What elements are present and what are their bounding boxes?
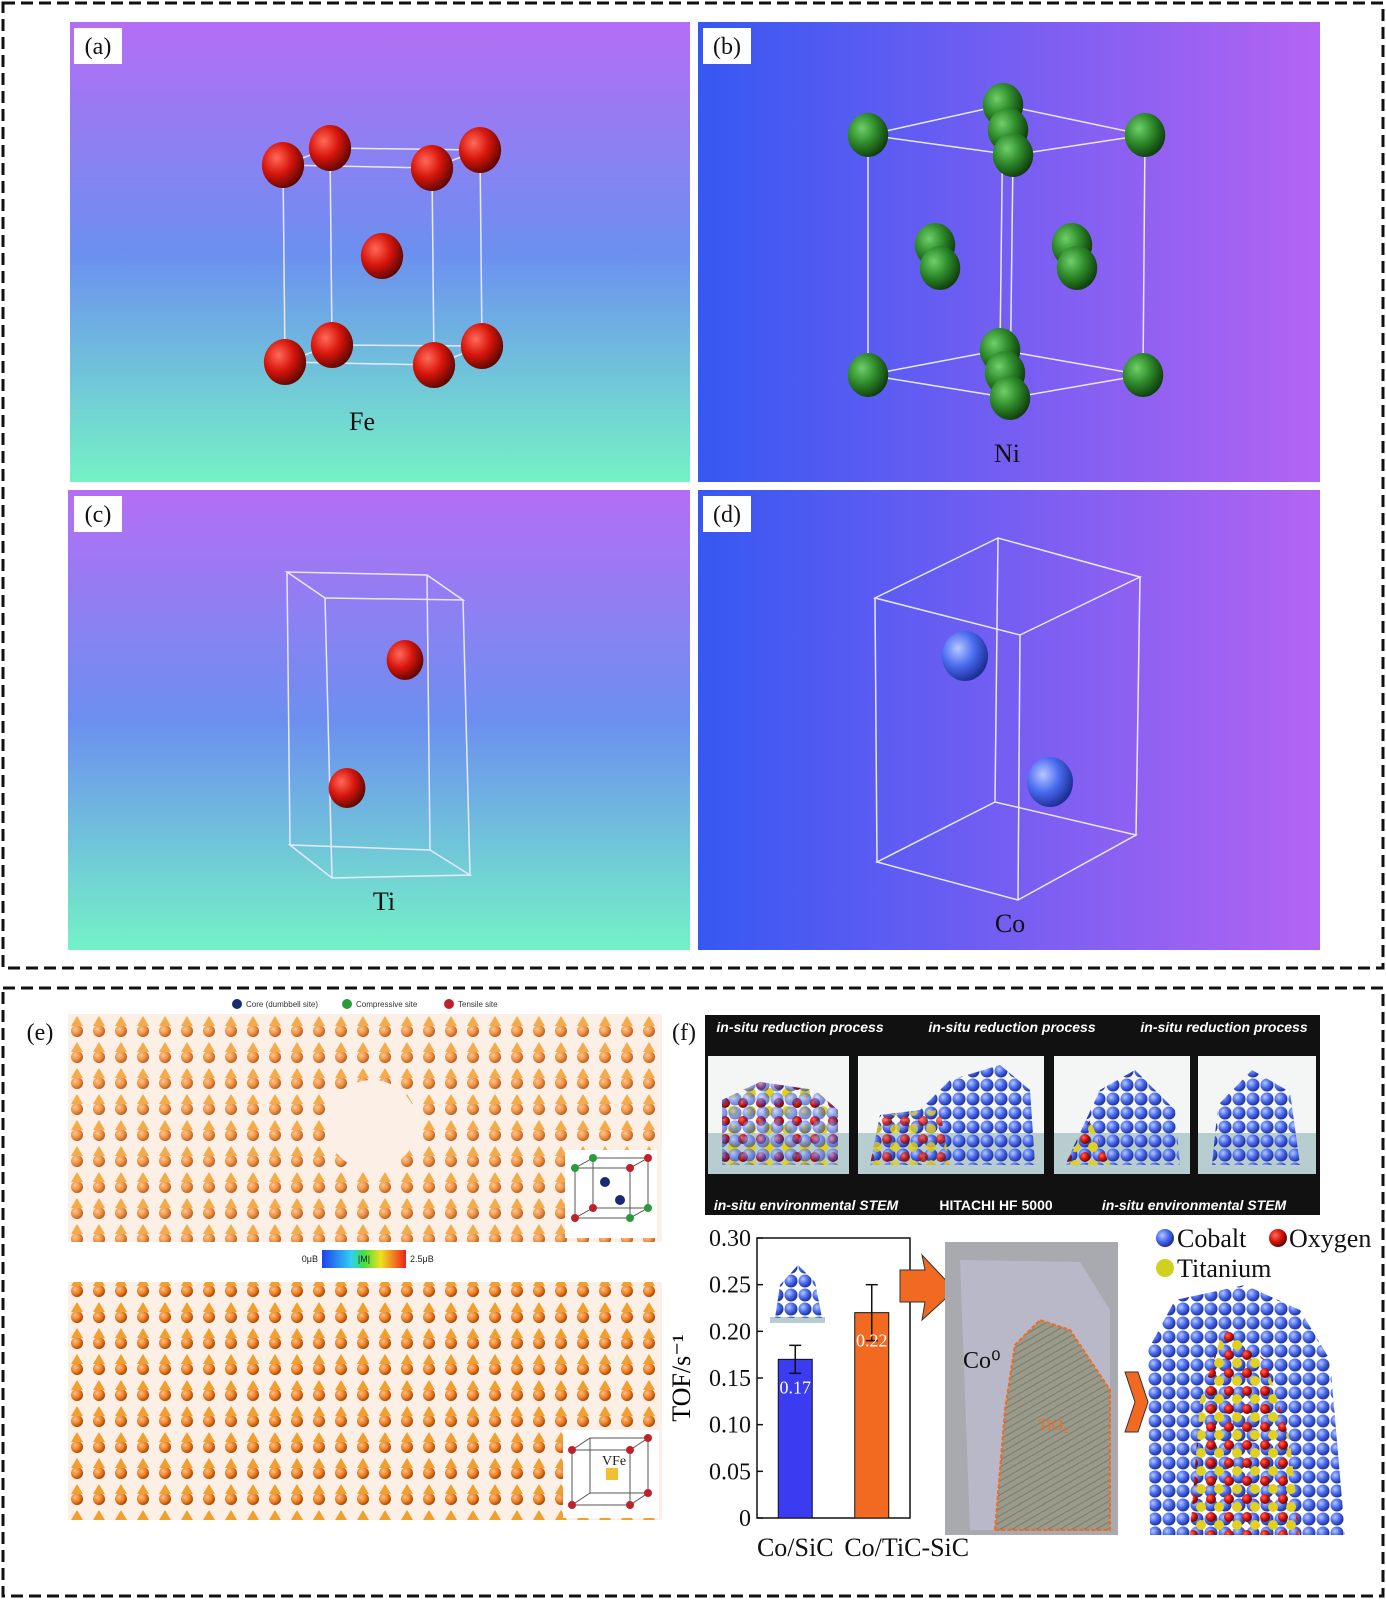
legend-text: Titanium <box>1177 1254 1271 1283</box>
bar <box>854 1312 890 1519</box>
legend-text: Tensile site <box>458 1000 498 1009</box>
panel-label: (f) <box>672 1020 696 1046</box>
inset-cell <box>563 1150 659 1518</box>
colorbar-label: 2.5μB <box>410 1254 434 1264</box>
atom <box>261 142 305 188</box>
atom <box>919 246 961 290</box>
y-tick-label: 0.15 <box>709 1366 751 1392</box>
film-text: in-situ reduction process <box>716 1019 883 1035</box>
panel-label: (d) <box>713 502 741 528</box>
atom <box>1122 353 1164 397</box>
y-tick-label: 0.10 <box>709 1413 751 1439</box>
micrograph-label: TiO₂ <box>1038 1417 1069 1434</box>
inset-label: VFe <box>602 1454 626 1469</box>
atom <box>989 376 1031 420</box>
atom <box>1124 113 1166 157</box>
frame-top <box>1 1 1385 970</box>
label-box <box>74 28 122 64</box>
y-tick-label: 0.20 <box>709 1319 751 1345</box>
legend-dot <box>1156 1229 1174 1247</box>
atom <box>992 133 1034 177</box>
chart: 0 0.05 0.10 0.15 0.20 0.25 0.30 0.17 Co/SiC 0.22 C… <box>709 1226 969 1562</box>
y-tick-label: 0.05 <box>709 1459 751 1485</box>
value-label: 0.22 <box>856 1331 888 1351</box>
atom <box>263 339 307 385</box>
panel-label: (c) <box>85 502 112 528</box>
label-box <box>703 28 751 64</box>
atom <box>847 353 889 397</box>
colorbar-label: 0μB <box>302 1254 318 1264</box>
atom <box>942 631 988 681</box>
colorbar <box>322 1250 406 1268</box>
bar <box>777 1358 813 1519</box>
atom <box>328 768 366 808</box>
value-label: 0.17 <box>780 1377 812 1397</box>
legend-text: Core (dumbbell site) <box>246 1000 318 1009</box>
legend-dot <box>232 999 242 1009</box>
atom <box>386 640 424 680</box>
legend-dot <box>1156 1259 1174 1277</box>
panel-label: (e) <box>27 1020 54 1046</box>
element-label: Fe <box>349 407 375 436</box>
atom <box>847 113 889 157</box>
atom <box>412 342 456 388</box>
atoms <box>261 83 1166 808</box>
atom <box>460 323 504 369</box>
panel-d-bg <box>698 490 1320 950</box>
element-label: Ni <box>994 439 1020 468</box>
atom <box>1027 757 1073 807</box>
legend-text: Oxygen <box>1289 1224 1371 1253</box>
atom <box>360 233 404 279</box>
legend-text: Cobalt <box>1177 1224 1247 1253</box>
tio2-region <box>993 1318 1111 1531</box>
legend-dot <box>1269 1229 1287 1247</box>
legend-dot <box>444 999 454 1009</box>
x-tick-label: Co/SiC <box>757 1533 834 1562</box>
arrow <box>1124 1371 1149 1433</box>
x-tick-label: Co/TiC-SiC <box>844 1533 969 1562</box>
atom <box>308 125 352 171</box>
atom <box>310 322 354 368</box>
arrow <box>899 1253 956 1322</box>
label-box <box>703 496 751 532</box>
y-axis-label: TOF/s⁻¹ <box>667 1334 696 1422</box>
element-label: Co <box>995 909 1025 938</box>
atom <box>410 145 454 191</box>
panel-c-bg <box>68 490 690 950</box>
element-label: Ti <box>373 887 395 916</box>
film-frames <box>708 1056 1316 1174</box>
film-text: in-situ reduction process <box>928 1019 1095 1035</box>
atom <box>458 127 502 173</box>
atom <box>1056 246 1098 290</box>
core-region <box>327 1080 417 1170</box>
film-text: in-situ environmental STEM <box>1102 1197 1287 1213</box>
panel-label: (a) <box>85 34 112 60</box>
legend-dot <box>342 999 352 1009</box>
film-text: in-situ reduction process <box>1140 1019 1307 1035</box>
film-text: in-situ environmental STEM <box>714 1197 899 1213</box>
atom-model-oxide <box>1190 1325 1300 1535</box>
y-tick-label: 0 <box>739 1506 751 1532</box>
y-tick-label: 0.30 <box>709 1226 751 1252</box>
label-box <box>74 496 122 532</box>
film-text: HITACHI HF 5000 <box>939 1197 1053 1213</box>
micrograph-label: Co⁰ <box>963 1348 1001 1374</box>
y-tick-label: 0.25 <box>709 1273 751 1299</box>
panel-label: (b) <box>713 34 741 60</box>
legend-text: Compressive site <box>356 1000 418 1009</box>
colorbar-label: |M| <box>358 1254 370 1264</box>
inset-cluster <box>770 1265 825 1323</box>
frame-bottom <box>1 986 1385 1598</box>
